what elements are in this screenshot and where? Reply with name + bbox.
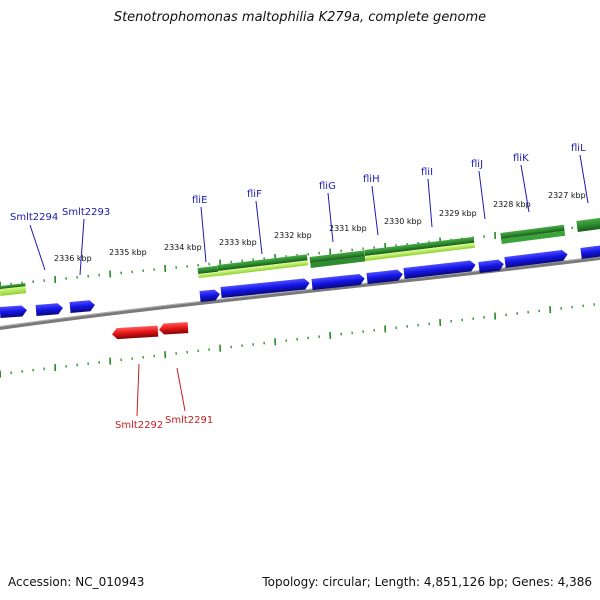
gene-arrow [311,274,365,290]
bottom-gene-callouts: Smlt2292 Smlt2291 [115,363,213,431]
kbp-label: 2332 kbp [274,231,312,240]
kbp-label: 2336 kbp [54,254,92,263]
operon-bar [217,254,309,276]
gene-label-flii: fliI [421,167,433,178]
gene-label-smlt2294: Smlt2294 [10,212,58,223]
gene-label-flie: fliE [192,195,207,206]
accession-text: Accession: NC_010943 [8,575,145,589]
operon-bar [576,217,600,232]
gene-arrow [0,305,27,318]
genome-stats-text: Topology: circular; Length: 4,851,126 bp… [262,575,592,589]
scale-ticks-bottom [0,303,595,378]
kbp-label: 2327 kbp [548,191,586,200]
gene-label-flil: fliL [571,143,586,154]
kbp-label: 2331 kbp [329,224,367,233]
kbp-labels: 2336 kbp 2335 kbp 2334 kbp 2333 kbp 2332… [54,191,586,263]
kbp-label: 2334 kbp [164,243,202,252]
reverse-genes [112,322,189,340]
kbp-label: 2330 kbp [384,217,422,226]
gene-arrow [112,325,159,340]
gene-label-smlt2292: Smlt2292 [115,420,163,431]
gene-arrow [199,289,220,302]
operon-bar [500,224,566,244]
kbp-label: 2335 kbp [109,248,147,257]
gene-arrow [35,303,63,316]
gene-arrow [478,259,504,273]
genome-backbone [0,256,600,330]
gene-label-flif: fliF [247,189,262,200]
kbp-label: 2329 kbp [439,209,477,218]
gene-label-smlt2291: Smlt2291 [165,415,213,426]
gene-label-flij: fliJ [471,159,483,170]
gene-label-smlt2293: Smlt2293 [62,207,110,218]
gene-arrow [366,269,403,284]
forward-genes [0,245,600,318]
gene-arrow [220,278,310,298]
operon-bar [197,265,219,278]
gene-label-flig: fliG [319,181,336,192]
gene-label-flik: fliK [513,153,529,164]
map-title: Stenotrophomonas maltophilia K279a, comp… [113,10,487,25]
operon-bar [0,283,27,296]
operon-track [0,217,600,296]
kbp-label: 2328 kbp [493,200,531,209]
gene-arrow [504,249,568,268]
operon-bar [309,250,366,268]
gene-arrow [403,260,476,279]
gene-arrow [69,300,95,313]
gene-label-flih: fliH [363,174,380,185]
top-gene-callouts: Smlt2294 Smlt2293 fliE fliF fliG fliH fl… [10,143,589,276]
gene-arrow [159,322,189,335]
kbp-label: 2333 kbp [219,238,257,247]
scale-ticks-top [0,224,595,289]
operon-bar [364,236,475,261]
gene-arrow [580,245,600,259]
